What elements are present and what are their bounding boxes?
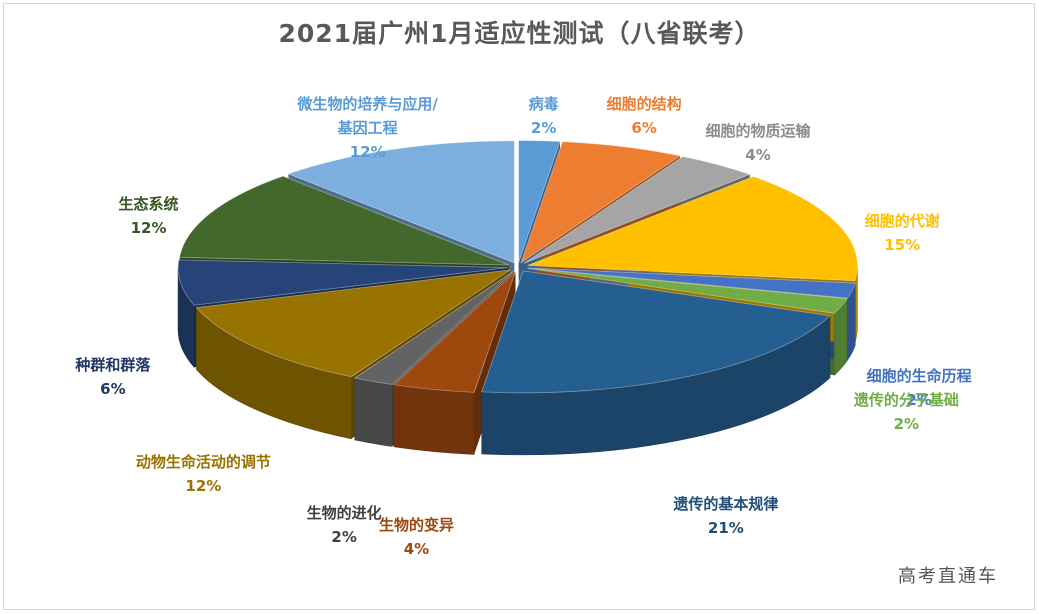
slice-label-name: 细胞的代谢: [864, 211, 940, 230]
slice-7: [393, 271, 516, 393]
slice-label-name: 遗传的分子基础: [853, 390, 959, 409]
slice-label-name: 种群和群落: [75, 355, 151, 374]
slice-label-percent: 6%: [100, 379, 126, 398]
slice-9: [195, 269, 511, 378]
slice-label-name: 生物的变异: [378, 515, 454, 534]
slice-11: [179, 175, 510, 266]
slice-label-5: 遗传的分子基础 2%: [854, 388, 959, 436]
slice-label-name: 微生物的培养与应用/: [297, 95, 438, 113]
slice-label-2: 细胞的物质运输 4%: [705, 119, 810, 167]
slice-label-percent: 2%: [331, 527, 357, 546]
slice-label-name: 基因工程: [337, 119, 398, 137]
slice-label-name: 遗传的基本规律: [673, 495, 779, 514]
slice-side-7: [393, 384, 475, 455]
slice-label-3: 细胞的代谢 15%: [865, 209, 940, 257]
slice-side-8: [354, 377, 393, 447]
slice-3: [527, 176, 858, 282]
chart-title: 2021届广州1月适应性测试（八省联考）: [278, 19, 761, 48]
slice-label-7: 生物的变异 4%: [379, 513, 454, 561]
slice-label-name: 动物生命活动的调节: [135, 452, 271, 471]
slice-8: [353, 270, 515, 385]
slice-label-name: 细胞的生命历程: [866, 367, 972, 386]
slice-label-0: 病毒 2%: [529, 92, 559, 140]
slice-label-percent: 21%: [707, 519, 744, 538]
slice-label-percent: 12%: [130, 219, 167, 238]
slice-label-percent: 2%: [893, 414, 920, 433]
slice-label-6: 遗传的基本规律 21%: [673, 492, 778, 540]
slice-label-percent: 2%: [530, 119, 557, 137]
slice-label-percent: 4%: [403, 539, 430, 558]
slice-6: [481, 270, 831, 394]
slice-12: [287, 140, 515, 264]
slice-label-12: 微生物的培养与应用/基因工程 12%: [297, 92, 437, 164]
slice-label-percent: 12%: [349, 143, 386, 161]
slice-label-11: 生态系统 12%: [119, 192, 179, 240]
slice-10: [177, 259, 509, 306]
slice-label-percent: 2%: [906, 391, 932, 410]
chart-frame: [3, 3, 1035, 610]
slice-label-percent: 6%: [631, 119, 657, 138]
slice-label-name: 病毒: [528, 95, 559, 113]
slice-label-percent: 12%: [185, 476, 222, 495]
slice-0: [518, 140, 561, 263]
slice-label-9: 动物生命活动的调节 12%: [136, 450, 271, 498]
slice-label-name: 生态系统: [118, 195, 179, 214]
slice-label-name: 生物的进化: [306, 503, 382, 522]
slice-label-percent: 4%: [745, 146, 771, 165]
watermark: 高考直通车: [898, 566, 998, 587]
pie-tops: [177, 140, 858, 394]
slice-1: [520, 141, 682, 264]
slice-label-name: 细胞的物质运输: [705, 122, 811, 141]
slice-label-name: 细胞的结构: [606, 95, 682, 114]
slice-label-1: 细胞的结构 6%: [607, 92, 682, 140]
slice-label-10: 种群和群落 6%: [75, 353, 150, 401]
slice-label-8: 生物的进化 2%: [307, 501, 382, 549]
slice-label-percent: 15%: [884, 235, 921, 254]
slice-5: [527, 267, 848, 314]
slice-2: [523, 156, 751, 264]
slice-4: [527, 267, 856, 299]
slice-label-4: 细胞的生命历程 2%: [867, 364, 972, 412]
